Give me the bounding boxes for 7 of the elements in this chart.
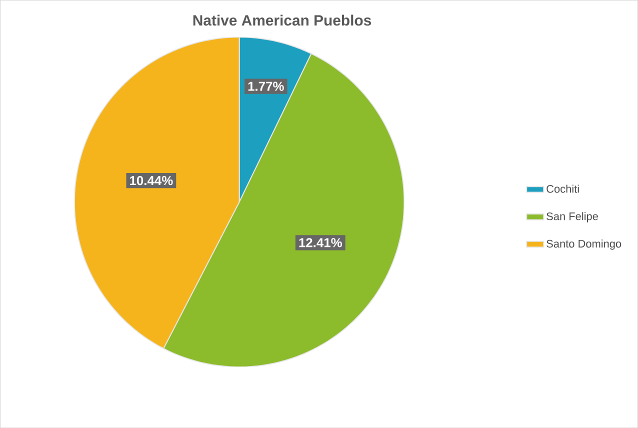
chart-title: Native American Pueblos <box>193 14 372 26</box>
data-label: 1.77% <box>248 82 284 91</box>
data-label: 12.41% <box>299 238 342 248</box>
legend-label: Cochiti <box>546 184 579 193</box>
data-label: 10.44% <box>130 176 173 186</box>
legend-label: San Felipe <box>546 212 598 222</box>
legend-label: Santo Domingo <box>546 239 622 250</box>
